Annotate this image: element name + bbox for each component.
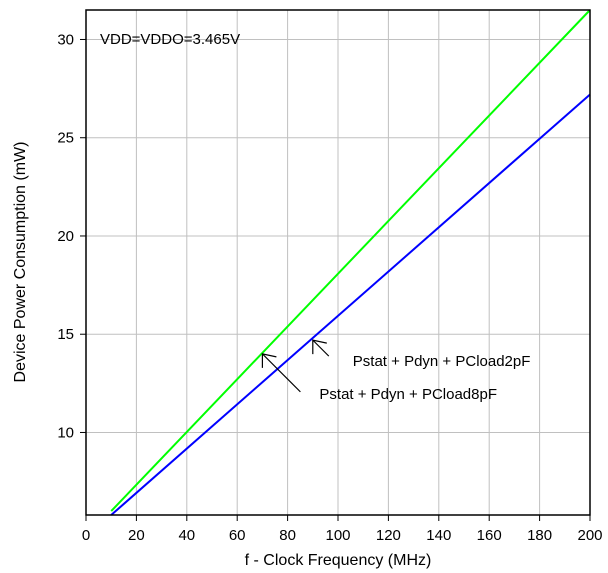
y-tick-label: 10 [57,424,74,441]
x-tick-label: 100 [325,527,350,544]
y-axis-label: Device Power Consumption (mW) [12,142,29,383]
x-tick-label: 160 [477,527,502,544]
grid-lines [86,10,590,515]
series-label-0: Pstat + Pdyn + PCload8pF [319,386,497,403]
x-tick-label: 20 [128,527,145,544]
y-tick-label: 25 [57,130,74,147]
x-tick-label: 140 [426,527,451,544]
axis-ticks: 0 20 40 60 80 100 120 140 160 180 200 10 15 20 25 30 [57,31,602,544]
series-line-1 [110,93,591,516]
series-annotations: Pstat + Pdyn + PCload2pF Pstat + Pdyn + P… [261,339,531,403]
annotation-arrow-shaft [312,339,330,357]
x-tick-label: 200 [577,527,602,544]
y-tick-label: 20 [57,228,74,245]
annotation-arrow-head [312,339,327,355]
annotation-arrow-shaft [261,353,301,393]
supply-voltage-annotation: VDD=VDDO=3.465V [100,31,240,48]
x-tick-label: 80 [279,527,296,544]
series-line-0 [110,9,591,512]
x-tick-label: 120 [376,527,401,544]
series-lines [110,9,591,516]
x-tick-label: 180 [527,527,552,544]
x-tick-label: 0 [82,527,90,544]
x-tick-label: 60 [229,527,246,544]
y-tick-label: 30 [57,31,74,48]
annotation-arrow-head [261,353,277,368]
x-axis-label: f - Clock Frequency (MHz) [245,552,432,569]
y-tick-label: 15 [57,326,74,343]
series-label-1: Pstat + Pdyn + PCload2pF [353,353,531,370]
x-tick-label: 40 [178,527,195,544]
